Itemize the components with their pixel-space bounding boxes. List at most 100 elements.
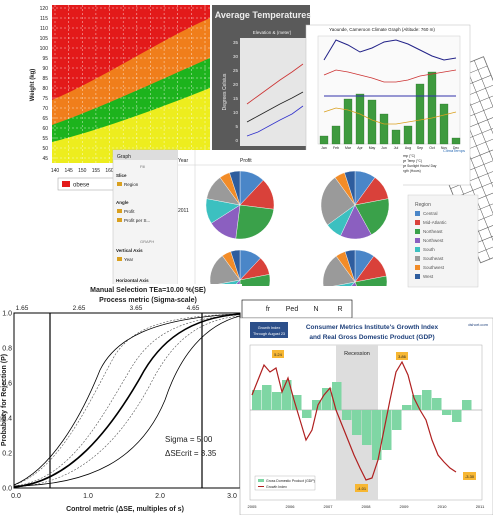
x-tick-label: 2008 bbox=[362, 504, 372, 509]
x-tick-label: 2011 bbox=[476, 504, 485, 509]
bar bbox=[262, 385, 272, 410]
y-tick-label: 115 bbox=[40, 16, 48, 22]
bar bbox=[342, 410, 352, 420]
top-tick-label: 1.65 bbox=[16, 305, 29, 312]
y-tick-label: 95 bbox=[42, 56, 48, 62]
bar bbox=[355, 93, 365, 145]
column-header: fr bbox=[266, 306, 271, 313]
legend-label: Northeast bbox=[423, 229, 443, 234]
x-label: Control metric (ΔSE, multiples of s) bbox=[66, 506, 184, 513]
pie-slice bbox=[320, 177, 356, 226]
bar bbox=[332, 382, 342, 410]
field-label: Vertical Axis bbox=[116, 248, 143, 253]
legend-swatch bbox=[415, 256, 420, 261]
legend-label: obese bbox=[73, 183, 90, 189]
top-tick-label: 3.65 bbox=[130, 305, 143, 312]
x-tick-label: Jul bbox=[394, 146, 399, 150]
y-tick-label: 100 bbox=[40, 46, 49, 52]
pie-grid: Year Profit 2011 Region Central Mid-Atlan… bbox=[178, 150, 479, 290]
bar bbox=[432, 398, 442, 410]
bar bbox=[362, 410, 372, 445]
x-tick-label: Nov bbox=[441, 146, 447, 150]
legend-label: Northwest bbox=[423, 238, 444, 243]
pie-slice bbox=[230, 249, 241, 281]
x-tick-label: 2.0 bbox=[155, 493, 165, 500]
legend-label: South bbox=[423, 247, 435, 252]
annotation: ΔSEcrit = 3.35 bbox=[165, 449, 217, 458]
y-tick-label: 50 bbox=[42, 146, 48, 152]
legend-swatch bbox=[415, 211, 420, 216]
callout: 3.86 bbox=[398, 354, 407, 359]
x-tick-label: Jan bbox=[321, 146, 327, 150]
bar bbox=[322, 388, 332, 410]
legend-label: Daylength (Hours) bbox=[394, 169, 421, 173]
pie-slice bbox=[235, 204, 274, 240]
temperature-panel: Average Temperatures Elevation & (meter)… bbox=[212, 5, 311, 150]
field-label: Horizontal Axis bbox=[116, 278, 149, 283]
bar bbox=[452, 410, 462, 422]
bar bbox=[372, 410, 382, 460]
bar bbox=[382, 410, 392, 450]
panel-title: Average Temperatures bbox=[215, 10, 312, 20]
y-tick-label: 65 bbox=[42, 116, 48, 122]
pies bbox=[205, 170, 390, 286]
bar bbox=[252, 390, 262, 410]
x-tick-label: 150 bbox=[78, 168, 87, 174]
callout: 5.24 bbox=[274, 352, 283, 357]
bar bbox=[282, 380, 292, 410]
y-tick-label: 0.0 bbox=[2, 486, 12, 493]
legend-label: Gross Domestic Product (GDP) bbox=[266, 479, 315, 483]
y-tick-label: 10 bbox=[233, 110, 239, 115]
note: Growth Index bbox=[258, 326, 281, 330]
bar bbox=[415, 83, 425, 145]
field: Profit bbox=[124, 209, 135, 214]
x-tick-label: 2010 bbox=[438, 504, 448, 509]
column-header: Ped bbox=[286, 306, 299, 313]
x-tick-label: 145 bbox=[64, 168, 73, 174]
x-tick-label: 160 bbox=[105, 168, 114, 174]
bar bbox=[379, 113, 389, 145]
y-tick-label: 60 bbox=[42, 126, 48, 132]
pie-slice bbox=[344, 249, 356, 283]
x-tick-label: 3.0 bbox=[227, 493, 237, 500]
bar bbox=[462, 400, 472, 410]
y-tick-label: 15 bbox=[233, 96, 239, 101]
top-tick-label: 4.65 bbox=[187, 305, 200, 312]
legend-swatch bbox=[415, 274, 420, 279]
bar bbox=[302, 410, 312, 418]
x-tick-label: 2009 bbox=[400, 504, 410, 509]
y-label: Weight (kg) bbox=[30, 69, 36, 102]
bar bbox=[272, 392, 282, 410]
y-tick-label: 75 bbox=[42, 96, 48, 102]
x-tick-label: Mar bbox=[345, 146, 352, 150]
bar bbox=[422, 390, 432, 410]
x-tick-label: 2007 bbox=[324, 504, 334, 509]
source: dshort.com bbox=[468, 322, 488, 327]
legend-label: West bbox=[423, 274, 434, 279]
pie-slice bbox=[229, 170, 241, 206]
legend-swatch bbox=[415, 265, 420, 270]
brand: ClimaTemps bbox=[443, 148, 465, 153]
y-tick-label: 105 bbox=[40, 36, 49, 42]
grid-line bbox=[469, 204, 493, 236]
legend-label: Mid-Atlantic bbox=[423, 220, 447, 225]
axis-label: Process metric (Sigma-scale) bbox=[99, 297, 197, 304]
field: Profit per S... bbox=[124, 218, 150, 223]
panel-header: Graph bbox=[117, 154, 131, 160]
y-tick-label: 20 bbox=[233, 82, 239, 87]
x-tick-label: Sep bbox=[417, 146, 423, 150]
bar bbox=[343, 98, 353, 145]
y-tick-label: 0.2 bbox=[2, 451, 12, 458]
x-tick-label: Feb bbox=[333, 146, 339, 150]
grid-line bbox=[474, 60, 493, 237]
y-tick-label: 5 bbox=[235, 124, 238, 129]
y-tick-label: 0.4 bbox=[2, 416, 12, 423]
top-tick-label: 2.65 bbox=[73, 305, 86, 312]
graph-title: Yaounde, Cameroon Climate Graph (Altitud… bbox=[329, 27, 435, 32]
y-tick-label: 0.8 bbox=[2, 346, 12, 353]
pie-slice bbox=[354, 275, 388, 286]
section: Fill bbox=[140, 164, 145, 169]
manual-selection-chart: Manual Selection TEa=10.00 %(SE) Process… bbox=[0, 284, 353, 515]
grid-line bbox=[464, 64, 493, 241]
